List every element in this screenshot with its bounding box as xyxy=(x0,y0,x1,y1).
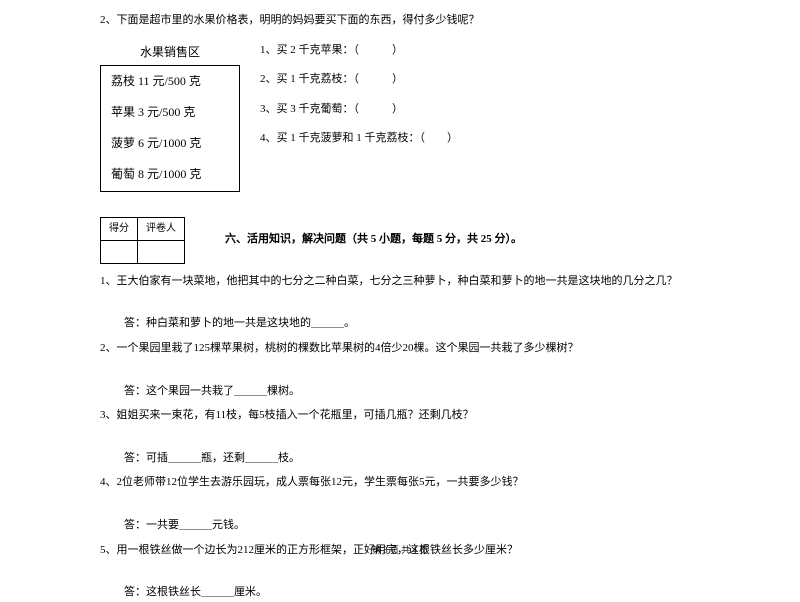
section-6-title: 六、活用知识，解决问题（共 5 小题，每题 5 分，共 25 分）。 xyxy=(225,231,522,249)
fruit-item: 葡萄 8 元/1000 克 xyxy=(101,159,239,190)
answer-5: 答：这根铁丝长＿＿＿厘米。 xyxy=(124,584,700,602)
answer-1: 答：种白菜和萝卜的地一共是这块地的＿＿＿。 xyxy=(124,315,700,333)
problem-3: 3、姐姐买来一束花，有11枝，每5枝插入一个花瓶里，可插几瓶？还剩几枝？ xyxy=(100,406,700,425)
fruit-questions: 1、买 2 千克苹果：（ ） 2、买 1 千克荔枝：（ ） 3、买 3 千克葡萄… xyxy=(260,40,700,192)
fruit-section: 水果销售区 荔枝 11 元/500 克 苹果 3 元/500 克 菠萝 6 元/… xyxy=(100,40,700,192)
score-table: 得分 评卷人 xyxy=(100,217,185,264)
fruit-question: 3、买 3 千克葡萄：（ ） xyxy=(260,101,700,119)
grader-label: 评卷人 xyxy=(138,217,185,240)
answer-4: 答：一共要＿＿＿元钱。 xyxy=(124,517,700,535)
fruit-question: 4、买 1 千克菠萝和 1 千克荔枝：（ ） xyxy=(260,130,700,148)
fruit-box-title: 水果销售区 xyxy=(100,40,240,65)
question-2-header: 2、下面是超市里的水果价格表，明明的妈妈要买下面的东西，得付多少钱呢？ xyxy=(100,12,700,30)
answer-3: 答：可插＿＿＿瓶，还剩＿＿＿枝。 xyxy=(124,450,700,468)
answer-2: 答：这个果园一共栽了＿＿＿棵树。 xyxy=(124,383,700,401)
fruit-item: 苹果 3 元/500 克 xyxy=(101,97,239,128)
score-section: 得分 评卷人 六、活用知识，解决问题（共 5 小题，每题 5 分，共 25 分）… xyxy=(100,217,700,264)
fruit-container: 水果销售区 荔枝 11 元/500 克 苹果 3 元/500 克 菠萝 6 元/… xyxy=(100,40,240,192)
problem-2: 2、一个果园里栽了125棵苹果树，桃树的棵数比苹果树的4倍少20棵。这个果园一共… xyxy=(100,339,700,358)
fruit-item: 菠萝 6 元/1000 克 xyxy=(101,128,239,159)
fruit-price-box: 荔枝 11 元/500 克 苹果 3 元/500 克 菠萝 6 元/1000 克… xyxy=(100,65,240,192)
problem-1: 1、王大伯家有一块菜地，他把其中的七分之二种白菜，七分之三种萝卜，种白菜和萝卜的… xyxy=(100,272,700,291)
fruit-question: 1、买 2 千克苹果：（ ） xyxy=(260,42,700,60)
problem-4: 4、2位老师带12位学生去游乐园玩，成人票每张12元，学生票每张5元，一共要多少… xyxy=(100,473,700,492)
grader-cell xyxy=(138,240,185,263)
fruit-item: 荔枝 11 元/500 克 xyxy=(101,66,239,97)
page-footer: 第 3 页 共 4 页 xyxy=(0,543,800,557)
score-label: 得分 xyxy=(101,217,138,240)
fruit-question: 2、买 1 千克荔枝：（ ） xyxy=(260,71,700,89)
score-cell xyxy=(101,240,138,263)
document-page: 2、下面是超市里的水果价格表，明明的妈妈要买下面的东西，得付多少钱呢？ 水果销售… xyxy=(0,0,800,602)
